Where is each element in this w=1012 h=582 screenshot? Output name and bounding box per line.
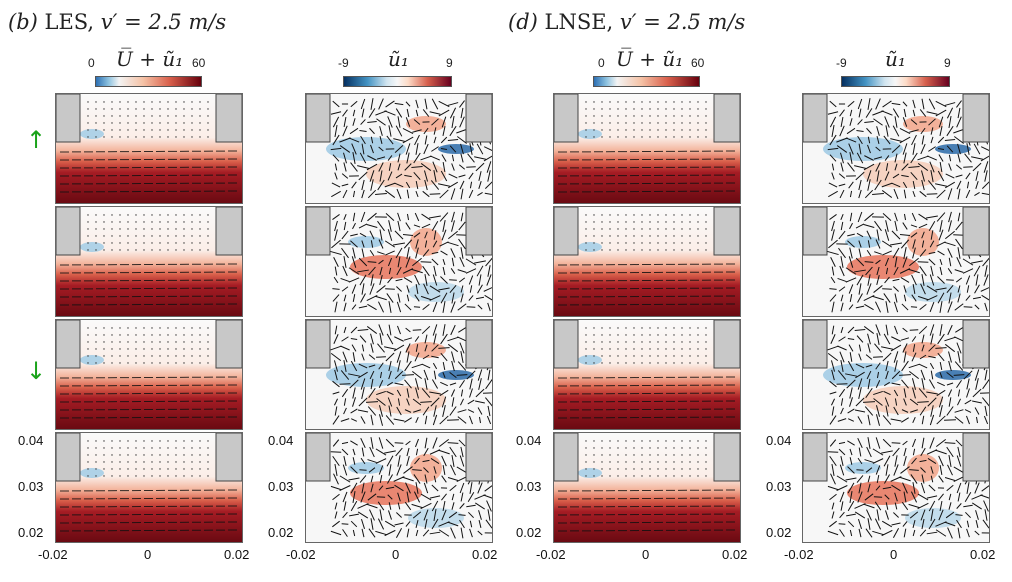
flow-panel: [55, 206, 243, 317]
colorbar-fluct-les: [343, 76, 452, 87]
x-tick-pos-lnse: 0.02: [722, 547, 748, 562]
flow-panel: [305, 206, 493, 317]
flow-panel: [305, 319, 493, 430]
y-tick-0.03-les: 0.03: [18, 479, 44, 494]
colorbar-mean-lnse: [593, 76, 700, 87]
y-tick-0.02-les-fluct: 0.02: [268, 525, 294, 540]
y-tick-0.03-lnse-fluct: 0.03: [766, 479, 792, 494]
colorbar-mean-min-lnse: 0: [598, 56, 605, 70]
flow-panel: [802, 432, 990, 543]
flow-panel: [802, 319, 990, 430]
y-tick-0.04-lnse-fluct: 0.04: [766, 433, 792, 448]
x-tick-neg-les-fluct: -0.02: [286, 547, 316, 562]
flow-panel: [55, 432, 243, 543]
x-tick-neg-lnse-fluct: -0.02: [784, 547, 814, 562]
flow-panel: [802, 93, 990, 204]
colorbar-mean-min-les: 0: [88, 56, 95, 70]
phase-down-arrow: ↓: [26, 357, 47, 385]
x-tick-neg-les: -0.02: [38, 547, 68, 562]
title-les-text: LES,: [37, 10, 101, 34]
flow-panel: [305, 432, 493, 543]
flow-panel: [802, 206, 990, 317]
colorbar-mean-label-les: U̅ + ũ₁: [116, 47, 184, 71]
flow-panel: [55, 319, 243, 430]
y-tick-0.04-les: 0.04: [18, 433, 44, 448]
x-tick-pos-lnse-fluct: 0.02: [970, 547, 996, 562]
x-tick-pos-les: 0.02: [224, 547, 250, 562]
y-tick-0.02-lnse: 0.02: [516, 525, 542, 540]
flow-panel: [553, 93, 741, 204]
y-tick-0.02-lnse-fluct: 0.02: [766, 525, 792, 540]
title-lnse-letter: (d): [508, 10, 538, 34]
colorbar-fluct-max-les: 9: [446, 56, 453, 70]
y-tick-0.03-les-fluct: 0.03: [268, 479, 294, 494]
colorbar-mean-max-les: 60: [192, 56, 206, 70]
title-les-velocity: v′ = 2.5 m/s: [100, 10, 227, 34]
flow-panel: [305, 93, 493, 204]
x-tick-zero-lnse-fluct: 0: [890, 547, 898, 562]
colorbar-mean-max-lnse: 60: [691, 56, 705, 70]
phase-up-arrow: ↑: [26, 126, 47, 154]
flow-panel: [553, 206, 741, 317]
flow-panel: [55, 93, 243, 204]
x-tick-zero-les: 0: [144, 547, 152, 562]
colorbar-fluct-max-lnse: 9: [944, 56, 951, 70]
colorbar-mean-les: [95, 76, 202, 87]
colorbar-fluct-lnse: [841, 76, 950, 87]
colorbar-fluct-label-les: ũ₁: [388, 47, 409, 71]
colorbar-fluct-min-lnse: -9: [836, 56, 847, 70]
x-tick-pos-les-fluct: 0.02: [472, 547, 498, 562]
colorbar-fluct-label-lnse: ũ₁: [885, 47, 906, 71]
colorbar-fluct-min-les: -9: [338, 56, 349, 70]
y-tick-0.04-les-fluct: 0.04: [268, 433, 294, 448]
title-lnse-text: LNSE,: [537, 10, 620, 34]
x-tick-neg-lnse: -0.02: [536, 547, 566, 562]
flow-panel: [553, 432, 741, 543]
y-tick-0.04-lnse: 0.04: [516, 433, 542, 448]
title-lnse-velocity: v′ = 2.5 m/s: [619, 10, 746, 34]
y-tick-0.02-les: 0.02: [18, 525, 44, 540]
y-tick-0.03-lnse: 0.03: [516, 479, 542, 494]
x-tick-zero-lnse: 0: [642, 547, 650, 562]
x-tick-zero-les-fluct: 0: [392, 547, 400, 562]
colorbar-mean-label-lnse: U̅ + ũ₁: [616, 47, 684, 71]
title-les: (b) LES, v′ = 2.5 m/s: [8, 10, 226, 34]
title-les-letter: (b): [8, 10, 38, 34]
title-lnse: (d) LNSE, v′ = 2.5 m/s: [508, 10, 745, 34]
flow-panel: [553, 319, 741, 430]
